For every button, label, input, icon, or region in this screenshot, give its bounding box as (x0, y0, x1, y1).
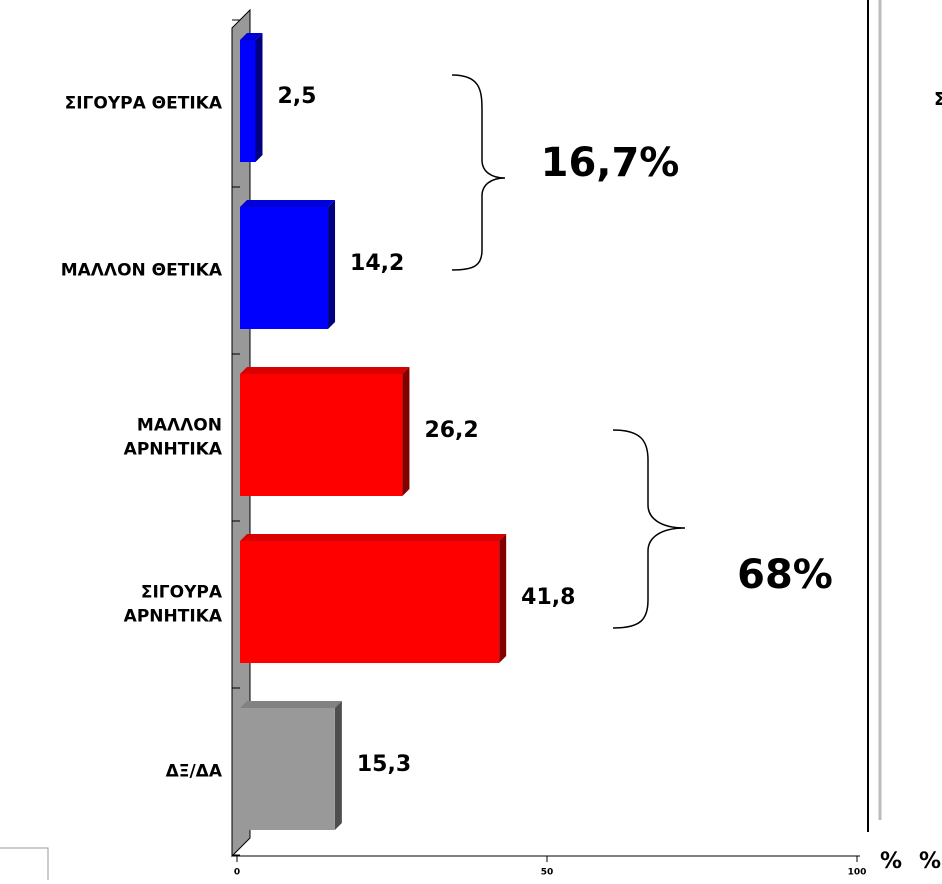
bar-side (334, 701, 342, 830)
category-label: ΣΙΓΟΥΡΑ ΘΕΤΙΚΑ (65, 94, 223, 114)
category-label: ΔΞ/ΔΑ (166, 762, 223, 782)
fragment: % (919, 849, 941, 874)
bar (240, 207, 329, 329)
bar-side (499, 534, 507, 663)
bar (240, 40, 256, 162)
brace (451, 74, 506, 271)
bar (240, 374, 403, 496)
brace (612, 429, 686, 629)
bar-side (255, 33, 263, 162)
bar-top (240, 701, 342, 708)
category-label: ΣΙΓΟΥΡΑ ΑΡΝΗΤΙΚΑ (124, 583, 223, 627)
x-tick-label: 50 (541, 868, 554, 878)
fragment: Σ (934, 89, 942, 110)
bar (240, 541, 500, 663)
value-label: 41,8 (521, 585, 575, 610)
bar-top (240, 200, 336, 207)
bar-top (240, 534, 507, 541)
bar-side (402, 367, 410, 496)
category-label: ΜΑΛΛΟΝ ΑΡΝΗΤΙΚΑ (124, 416, 223, 460)
value-label: 15,3 (357, 752, 411, 777)
value-label: 2,5 (278, 84, 317, 109)
frame (0, 847, 49, 880)
annotation: 16,7% (541, 140, 680, 186)
value-label: 26,2 (424, 418, 478, 443)
bar-top (240, 33, 263, 40)
bar-side (328, 200, 336, 329)
bar-top (240, 367, 410, 374)
x-axis-label: % (880, 849, 902, 874)
value-label: 14,2 (350, 251, 404, 276)
x-tick-label: 0 (234, 868, 240, 878)
x-tick-label: 100 (848, 868, 867, 878)
category-label: ΜΑΛΛΟΝ ΘΕΤΙΚΑ (61, 261, 223, 281)
annotation: 68% (737, 552, 833, 598)
bar (240, 708, 335, 830)
